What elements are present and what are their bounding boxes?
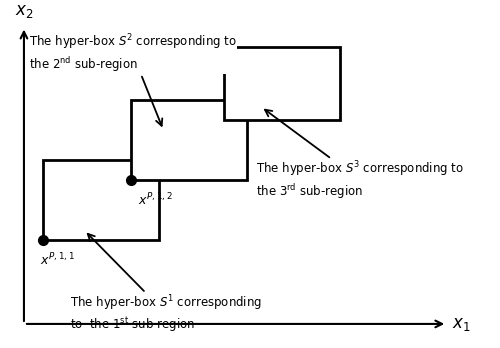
Text: $\boldsymbol{x^{P,1,2}}$: $\boldsymbol{x^{P,1,2}}$ xyxy=(138,192,172,208)
Text: The hyper-box $S^3$ corresponding to
the 3$^{\mathrm{rd}}$ sub-region: The hyper-box $S^3$ corresponding to the… xyxy=(256,110,464,201)
Bar xyxy=(224,47,340,120)
Text: $x_2$: $x_2$ xyxy=(14,2,33,20)
Text: The hyper-box $S^2$ corresponding to
the 2$^{\mathrm{nd}}$ sub-region: The hyper-box $S^2$ corresponding to the… xyxy=(28,33,236,126)
Text: $x_1$: $x_1$ xyxy=(452,315,470,333)
Text: $\boldsymbol{x^{P,1,1}}$: $\boldsymbol{x^{P,1,1}}$ xyxy=(40,252,75,269)
Text: The hyper-box $S^1$ corresponding
to  the 1$^{\mathrm{st}}$ sub-region: The hyper-box $S^1$ corresponding to the… xyxy=(70,234,262,334)
Bar xyxy=(42,160,159,240)
Bar xyxy=(131,100,247,180)
